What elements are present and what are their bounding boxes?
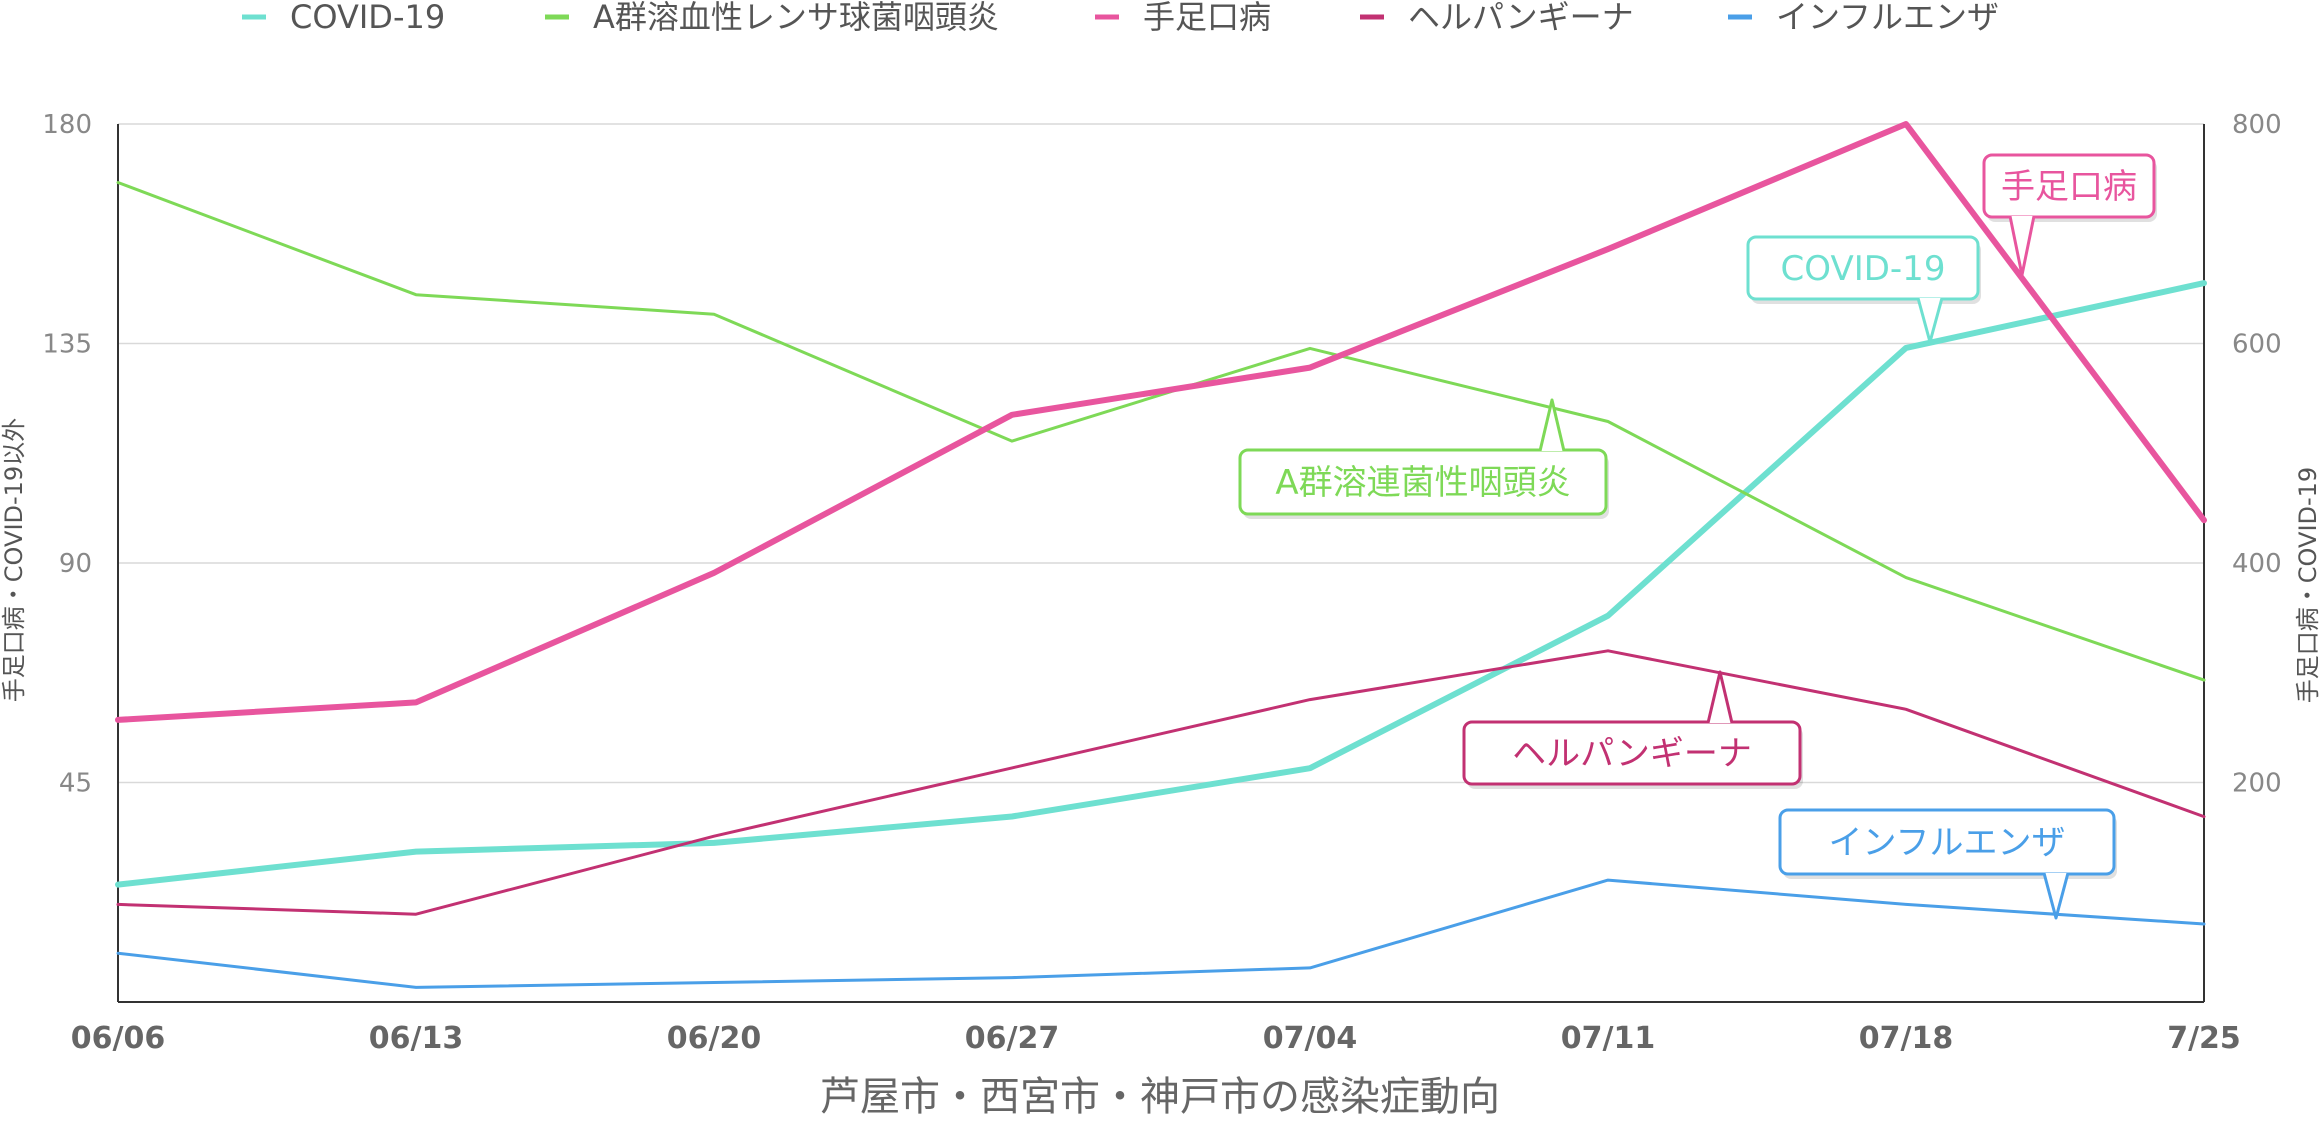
- callout-label: COVID-19: [1781, 249, 1946, 289]
- x-tick-label: 06/20: [667, 1021, 761, 1056]
- legend-item: インフルエンザ: [1728, 0, 1999, 36]
- y-right-tick-label: 200: [2232, 769, 2282, 799]
- y-right-tick-label: 800: [2232, 110, 2282, 140]
- y-left-tick-label: 90: [59, 549, 92, 579]
- series-line-4: [116, 878, 2206, 989]
- x-axis-title: 芦屋市・西宮市・神戸市の感染症動向: [820, 1074, 1500, 1120]
- legend-label: インフルエンザ: [1776, 0, 1999, 36]
- x-tick-label: 06/27: [965, 1021, 1059, 1056]
- series-line-1: [116, 181, 2206, 682]
- x-tick-label: 7/25: [2167, 1021, 2241, 1056]
- y-left-tick-label: 135: [42, 330, 92, 360]
- legend-label: ヘルパンギーナ: [1408, 0, 1634, 36]
- callout-frame: [1778, 808, 2116, 876]
- callout-tail: [1538, 398, 1566, 452]
- legend-label: A群溶血性レンサ球菌咽頭炎: [593, 0, 999, 36]
- legend-item: COVID-19: [242, 0, 445, 36]
- series-line-2: [115, 121, 2207, 723]
- callout-box: ヘルパンギーナ: [1462, 670, 1803, 789]
- x-tick-label: 07/04: [1263, 1021, 1357, 1056]
- legend-item: 手足口病: [1095, 0, 1271, 36]
- callout-box: A群溶連菌性咽頭炎: [1238, 398, 1609, 519]
- y-axis-right-title: 手足口病・COVID-19: [2294, 467, 2322, 703]
- callout-box: COVID-19: [1746, 235, 1981, 344]
- callout-frame: [1982, 153, 2156, 219]
- callout-frame: [1462, 720, 1802, 786]
- series-lines: [115, 121, 2207, 989]
- callout-frame: [1238, 448, 1608, 516]
- axes: 45 200 90 400 135 600 180 800 06/06 06/13 06/20 06/…: [42, 110, 2281, 1056]
- x-tick-label: 06/13: [369, 1021, 463, 1056]
- legend-label: COVID-19: [290, 0, 445, 36]
- callout-box: 手足口病: [1982, 153, 2157, 277]
- grid: [118, 123, 2204, 784]
- x-tick-label: 07/18: [1859, 1021, 1953, 1056]
- y-left-tick-label: 45: [59, 769, 92, 799]
- legend-label: 手足口病: [1143, 0, 1271, 36]
- y-right-tick-label: 400: [2232, 549, 2282, 579]
- callout-label: インフルエンザ: [1829, 823, 2066, 863]
- y-left-tick-label: 180: [42, 110, 92, 140]
- legend-item: A群溶血性レンサ球菌咽頭炎: [545, 0, 999, 36]
- callout-box: インフルエンザ: [1778, 808, 2117, 920]
- y-right-tick-label: 600: [2232, 330, 2282, 360]
- x-tick-label: 06/06: [71, 1021, 165, 1056]
- legend-item: ヘルパンギーナ: [1360, 0, 1634, 36]
- series-line-3: [116, 649, 2206, 916]
- callout-label: ヘルパンギーナ: [1512, 734, 1752, 774]
- y-axis-left-title: 手足口病・COVID-19以外: [0, 418, 28, 702]
- x-tick-label: 07/11: [1561, 1021, 1655, 1056]
- callout-label: A群溶連菌性咽頭炎: [1275, 463, 1570, 503]
- series-line-0: [115, 280, 2207, 888]
- callout-frame: [1746, 235, 1980, 301]
- callout-tail: [1916, 297, 1944, 344]
- callout-label: 手足口病: [2001, 167, 2137, 207]
- callout-tail: [2042, 872, 2070, 920]
- legend: COVID-19 A群溶血性レンサ球菌咽頭炎 手足口病 ヘルパンギーナ インフルエンザ: [242, 0, 1999, 36]
- callout-tail: [1706, 670, 1734, 724]
- callout-tail: [2008, 215, 2036, 277]
